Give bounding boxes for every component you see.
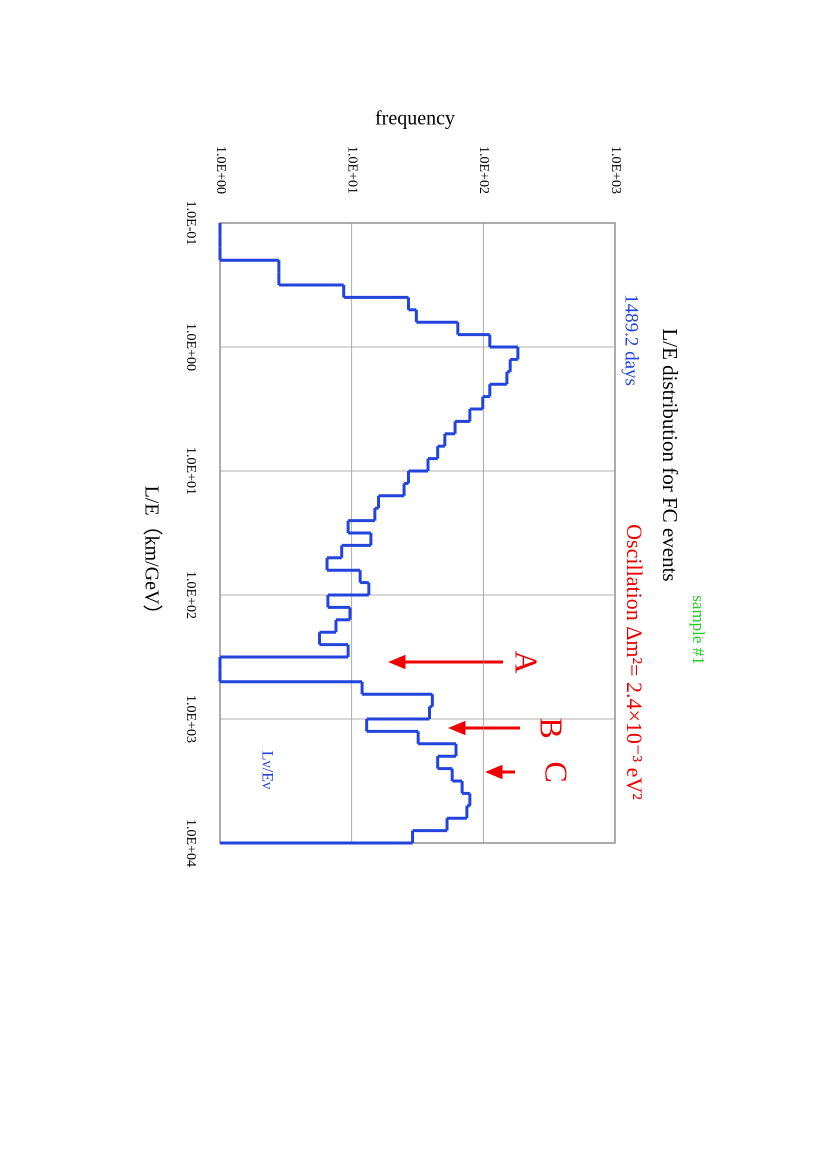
bar <box>220 818 447 830</box>
bar <box>220 793 470 805</box>
bar <box>220 446 438 458</box>
subtitle: 1489.2 days <box>621 294 642 386</box>
bar <box>220 322 458 334</box>
label-c: C <box>539 761 575 782</box>
bar <box>220 831 413 843</box>
bar <box>220 583 369 595</box>
bar <box>220 558 327 570</box>
arrow-c-head <box>485 764 503 780</box>
bar <box>220 570 360 582</box>
bar <box>220 483 404 495</box>
bar <box>220 595 328 607</box>
bar <box>220 545 342 557</box>
oscillation-note: Oscillation Δm²= 2.4×10⁻³ eV² <box>622 524 647 800</box>
bar <box>220 620 336 632</box>
bar <box>220 409 470 421</box>
arrow-b-head <box>448 720 466 736</box>
bar <box>220 359 510 371</box>
bar <box>220 347 518 359</box>
x-axis-label: L/E（km/GeV） <box>140 486 163 625</box>
bar <box>220 645 348 657</box>
sample-note: sample #1 <box>689 595 708 664</box>
bar <box>220 781 462 793</box>
x-tick-label: 1.0E+00 <box>183 323 198 371</box>
bar <box>220 421 455 433</box>
bar <box>220 744 456 756</box>
chart-title: L/E distribution for FC events <box>658 328 682 581</box>
y-tick-label: 1.0E+02 <box>476 146 491 194</box>
bar <box>220 632 320 644</box>
bar <box>220 297 408 309</box>
bar <box>220 459 428 471</box>
bar <box>220 384 490 396</box>
bar <box>220 310 416 322</box>
bar <box>220 260 279 272</box>
label-b: B <box>534 717 570 738</box>
bar <box>220 756 438 768</box>
bar <box>220 682 362 694</box>
y-tick-label: 1.0E+00 <box>213 146 228 194</box>
y-tick-label: 1.0E+01 <box>344 146 359 194</box>
y-tick-label: 1.0E+03 <box>608 146 623 194</box>
bar <box>220 521 348 533</box>
x-tick-label: 1.0E-01 <box>183 201 198 246</box>
x-tick-label: 1.0E+01 <box>183 447 198 495</box>
series-label: Lν/Eν <box>258 751 275 789</box>
bar <box>220 335 490 347</box>
bar <box>220 285 344 297</box>
bar <box>220 607 350 619</box>
bar <box>220 372 507 384</box>
bar <box>220 533 371 545</box>
bar <box>220 694 432 706</box>
bar <box>220 273 279 285</box>
bar <box>220 719 367 731</box>
bar <box>220 806 467 818</box>
x-tick-label: 1.0E+02 <box>183 571 198 619</box>
arrow-a-head <box>388 654 406 670</box>
y-axis-label: frequency <box>375 108 455 130</box>
bar <box>220 769 452 781</box>
bar <box>220 434 445 446</box>
arrows <box>388 654 520 780</box>
bar <box>220 471 408 483</box>
label-a: A <box>509 650 545 673</box>
bar <box>220 731 418 743</box>
bar <box>220 496 379 508</box>
x-tick-label: 1.0E+04 <box>183 819 198 867</box>
x-tick-label: 1.0E+03 <box>183 695 198 743</box>
bar <box>220 707 429 719</box>
